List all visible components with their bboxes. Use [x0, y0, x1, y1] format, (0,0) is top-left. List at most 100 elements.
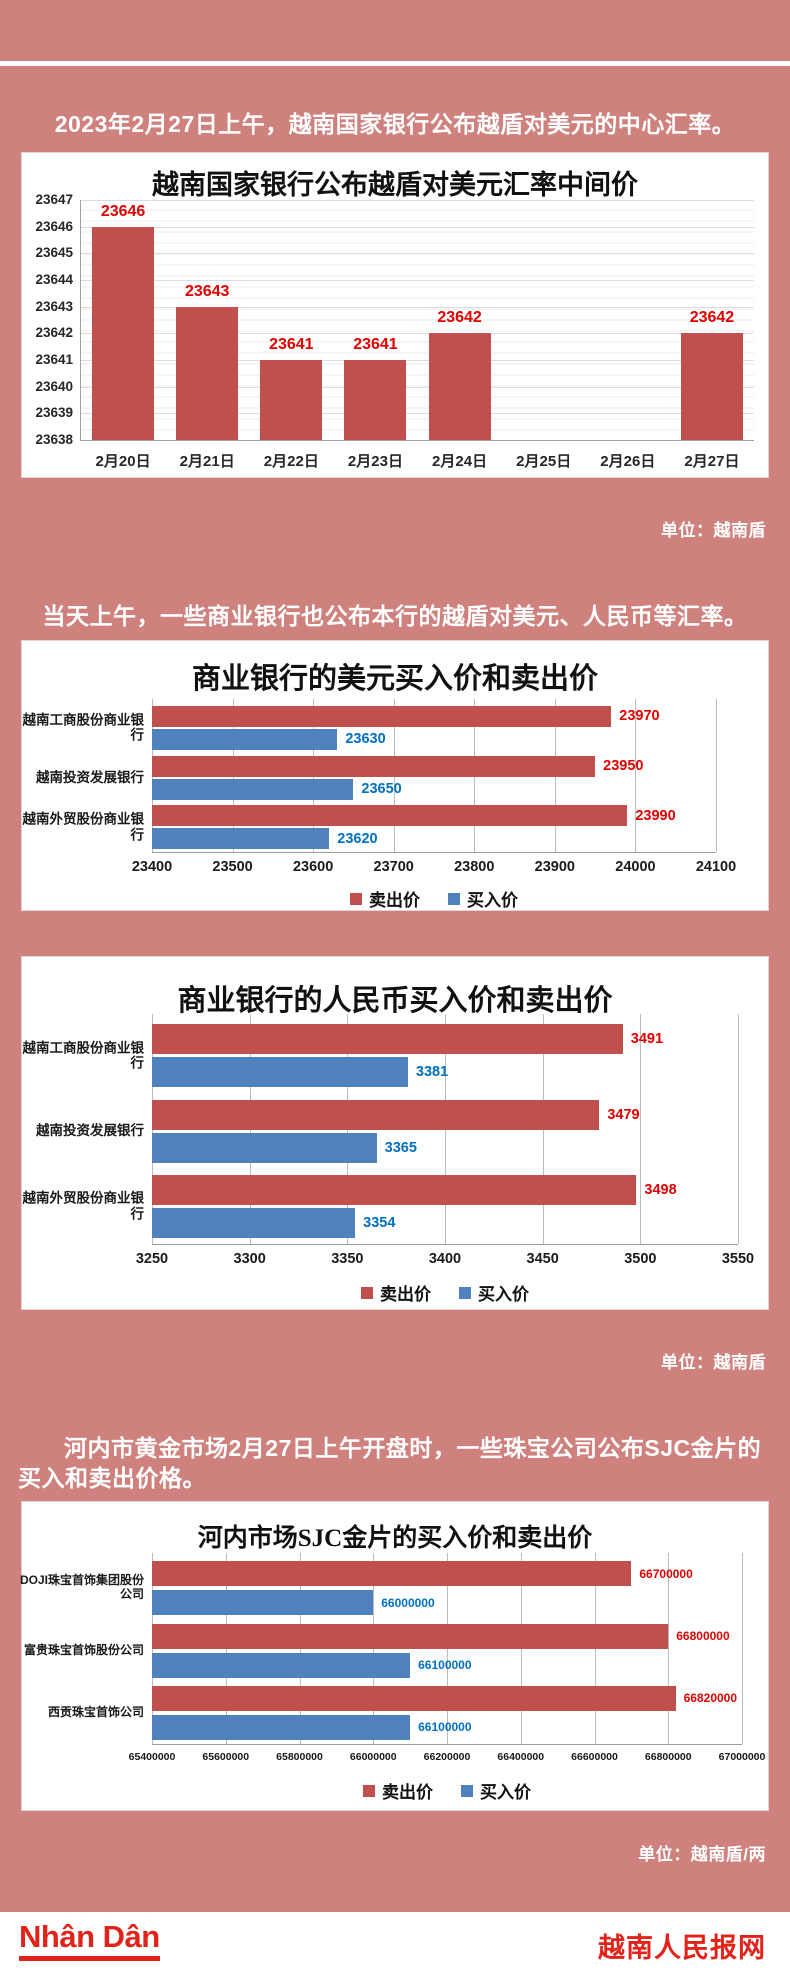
gridline: [742, 1553, 743, 1744]
sell-bar: [152, 1024, 623, 1055]
gridline: [81, 386, 754, 388]
x-axis-tick-label: 3400: [428, 1251, 462, 1267]
buy-bar: [152, 1132, 377, 1163]
buy-bar: [152, 728, 338, 750]
sell-bar: [152, 1623, 669, 1649]
category-label: DOJI珠宝首饰集团股份公司: [19, 1573, 144, 1602]
y-axis-tick-label: 23647: [35, 192, 73, 207]
column-bar: [176, 306, 239, 440]
legend-item: 卖出价: [350, 886, 420, 911]
bar-value-label: 66820000: [683, 1691, 738, 1706]
legend-label: 卖出价: [380, 1285, 431, 1304]
category-label: 越南外贸股份商业银行: [22, 1190, 145, 1222]
x-axis-tick-label: 65600000: [202, 1751, 250, 1763]
column-bar: [680, 333, 743, 440]
gridline: [738, 1014, 739, 1244]
x-axis-tick-label: 66600000: [571, 1751, 618, 1763]
gridline: [81, 279, 754, 281]
bar-value-label: 66100000: [418, 1658, 472, 1672]
x-axis-category-label: 2月24日: [432, 453, 488, 470]
legend-swatch: [459, 1286, 471, 1299]
legend-item: 买入价: [448, 886, 518, 911]
gridline: [81, 333, 754, 335]
x-axis-tick-label: 24100: [695, 859, 737, 875]
bar-value-label: 3354: [363, 1214, 396, 1231]
gridline: [81, 200, 754, 201]
column-bar: [92, 226, 155, 440]
x-axis-category-label: 2月20日: [95, 453, 151, 470]
panel-central-rate-chart: 越南国家银行公布越盾对美元汇率中间价 23647 23646 23645 23644 2…: [22, 153, 768, 477]
legend-label: 买入价: [480, 1783, 531, 1802]
gridline: [373, 1553, 375, 1744]
bar-value-label: 23970: [619, 708, 660, 725]
gridline: [716, 699, 717, 852]
bar-value-label: 3479: [607, 1106, 640, 1123]
bar-value-label: 3498: [644, 1181, 677, 1198]
x-axis-category-label: 2月22日: [263, 453, 319, 470]
buy-bar: [152, 1652, 411, 1678]
x-axis-tick-label: 3500: [624, 1251, 657, 1267]
gridline: [520, 1553, 522, 1744]
y-axis-tick-label: 23643: [35, 298, 73, 314]
x-axis-tick-label: 23400: [131, 859, 173, 875]
x-axis-tick-label: 23800: [454, 859, 495, 875]
gridline: [668, 1553, 670, 1744]
x-axis-tick-label: 3450: [526, 1251, 559, 1267]
gold-chart-plot: 65400000 65600000 65800000 66000000 66200000…: [20, 1553, 765, 1802]
x-axis-tick-label: 65800000: [276, 1751, 323, 1763]
gridline: [447, 1553, 448, 1744]
legend-label: 卖出价: [382, 1783, 433, 1802]
nhandan-logo: Nhân Dân: [19, 1919, 160, 1962]
sell-bar: [152, 755, 596, 777]
x-axis-category-label: 2月23日: [347, 453, 403, 470]
bar-value-label: 66000000: [381, 1595, 435, 1610]
y-axis-tick-label: 23646: [35, 218, 73, 234]
x-axis-tick-label: 3350: [331, 1251, 364, 1267]
legend-item: 卖出价: [361, 1280, 431, 1305]
chart-legend: 卖出价 买入价: [72, 1778, 790, 1803]
bar-value-label: 23620: [337, 830, 378, 847]
panel-cny-chart: 商业银行的人民币买入价和卖出价 3250 3300 3350 3400 3450 3500…: [22, 957, 768, 1309]
chart-legend: 卖出价 买入价: [72, 886, 790, 911]
chart-title-central-rate: 越南国家银行公布越盾对美元汇率中间价: [152, 170, 638, 200]
x-axis-category-label: 2月26日: [600, 453, 656, 470]
bar-value-label: 23642: [437, 309, 482, 327]
x-axis-category-label: 2月25日: [516, 453, 572, 470]
intro-paragraph-commercial-banks: 当天上午，一些商业银行也公布本行的越盾对美元、人民币等汇率。: [42, 603, 748, 629]
gridline: [299, 1553, 301, 1744]
x-axis-tick-label: 23900: [534, 859, 576, 875]
category-label: 越南投资发展银行: [36, 769, 144, 785]
usd-chart-plot: 23400 23500 23600 23700 23800 23900 24000 24100…: [23, 699, 736, 910]
footer: Nhân Dân 越南人民报网: [0, 1912, 790, 1975]
y-axis-tick-label: 23638: [35, 432, 73, 447]
gridline: [225, 1553, 227, 1744]
bar-value-label: 23646: [100, 202, 146, 220]
legend-swatch: [461, 1784, 473, 1797]
column-bar: [344, 360, 407, 440]
x-axis-tick-label: 23500: [212, 859, 253, 875]
x-axis-tick-label: 3550: [721, 1251, 755, 1267]
panel-usd-chart: 商业银行的美元买入价和卖出价 23400 23500 23600 23700 23800…: [22, 641, 768, 910]
bar-value-label: 3491: [630, 1031, 664, 1048]
y-axis-tick-label: 23641: [35, 351, 73, 367]
x-axis-tick-label: 66800000: [644, 1751, 692, 1763]
unit-label-1: 单位：越南盾: [661, 521, 766, 540]
bar-value-label: 23643: [184, 282, 230, 300]
y-axis-tick-label: 23639: [35, 405, 73, 421]
legend-swatch: [361, 1286, 373, 1299]
y-axis-tick-label: 23645: [35, 245, 73, 261]
chart-title-cny: 商业银行的人民币买入价和卖出价: [177, 985, 613, 1017]
unit-label-3: 单位：越南盾/两: [638, 1845, 766, 1864]
gridline: [81, 253, 754, 255]
buy-bar: [152, 1590, 374, 1616]
legend-swatch: [363, 1784, 375, 1797]
bar-value-label: 23650: [361, 781, 402, 797]
x-axis-tick-label: 23600: [292, 859, 334, 875]
intro-paragraph-central-rate: 2023年2月27日上午，越南国家银行公布越盾对美元的中心汇率。: [54, 111, 736, 137]
gridline: [81, 226, 754, 228]
bar-value-label: 23641: [353, 336, 398, 354]
buy-bar: [152, 828, 330, 850]
bar-value-label: 23641: [269, 336, 314, 354]
central-rate-chart-plot: 23647 23646 23645 23644 23643 23642 23641 23640…: [35, 192, 754, 470]
